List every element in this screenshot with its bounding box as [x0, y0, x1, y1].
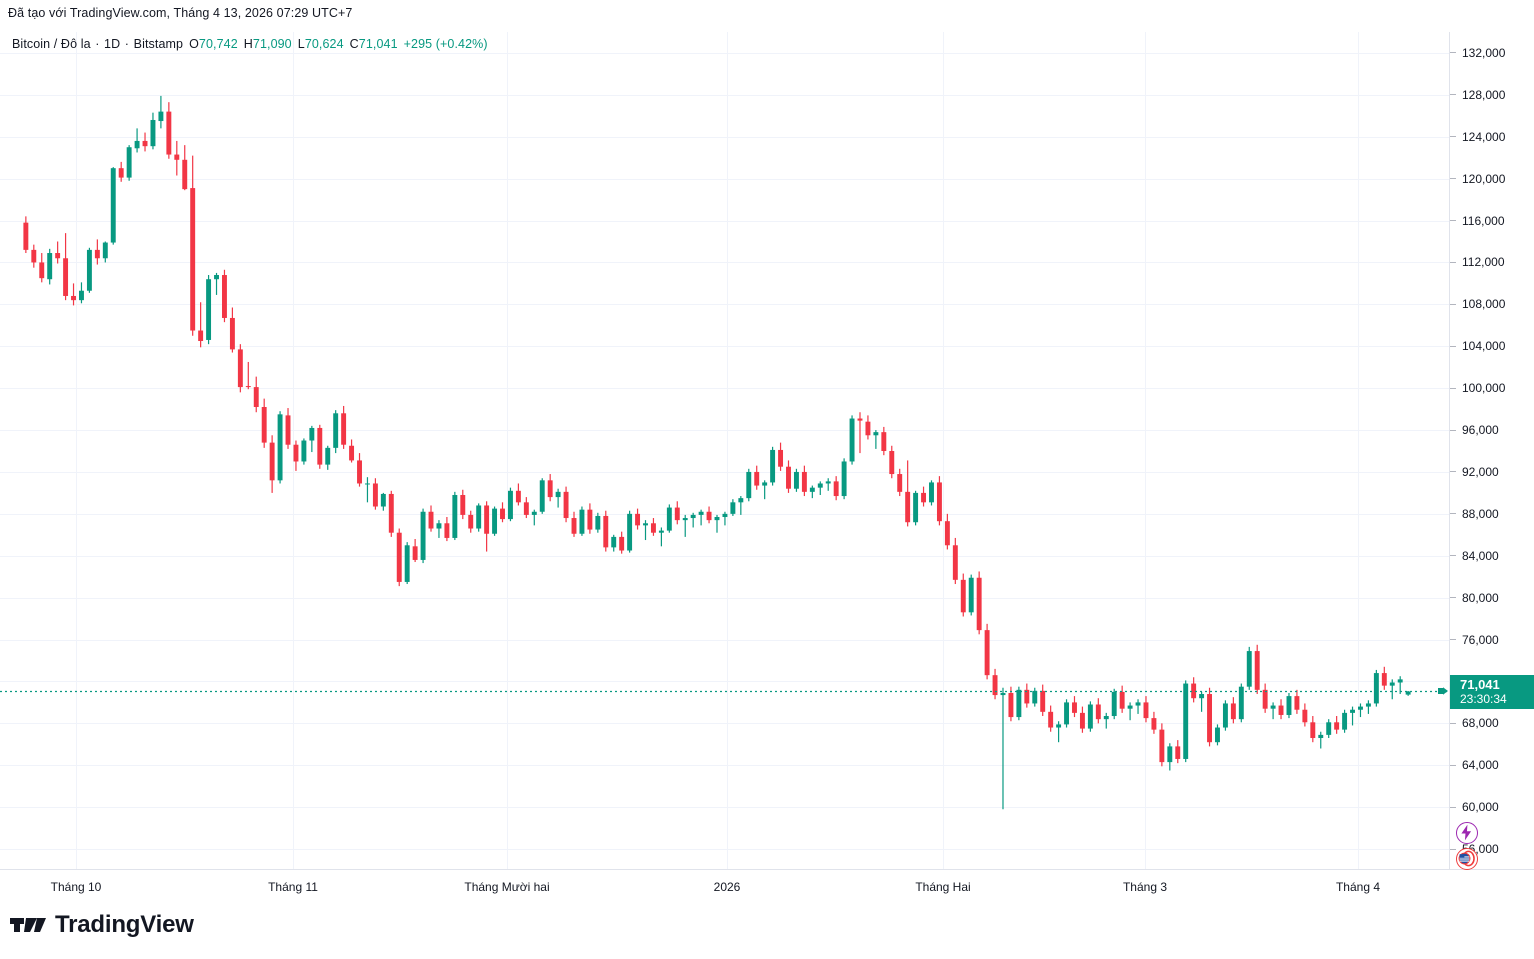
price-tick-label: 88,000	[1462, 506, 1499, 521]
time-tick-label: Tháng 10	[50, 880, 102, 894]
time-tick-label: Tháng Hai	[915, 880, 971, 894]
price-tick-dash	[1450, 261, 1456, 263]
time-tick-label: 2026	[713, 880, 741, 894]
price-tick: 68,000	[1450, 715, 1534, 731]
price-tick: 100,000	[1450, 380, 1534, 396]
lightning-bolt-glyph	[1461, 824, 1472, 841]
current-price-line	[0, 690, 1449, 693]
price-tick-label: 116,000	[1462, 213, 1505, 228]
usd-coin-icon[interactable]	[1456, 848, 1478, 870]
price-tick-dash	[1450, 136, 1456, 138]
legend-close-label: C	[349, 37, 359, 51]
price-tick-label: 108,000	[1462, 297, 1506, 312]
price-tick: 96,000	[1450, 422, 1534, 438]
bar-countdown: 23:30:34	[1460, 692, 1507, 707]
tradingview-logo-icon	[10, 918, 46, 932]
price-tick: 88,000	[1450, 506, 1534, 522]
price-tick-dash	[1450, 639, 1456, 641]
price-tick-dash	[1450, 848, 1456, 850]
legend-high-label: H	[243, 37, 253, 51]
price-tick-label: 60,000	[1462, 800, 1499, 815]
price-tick-label: 104,000	[1462, 339, 1506, 354]
price-tick-label: 112,000	[1462, 255, 1505, 270]
price-tick-label: 76,000	[1462, 632, 1499, 647]
price-tick-label: 132,000	[1462, 45, 1506, 60]
price-tick: 84,000	[1450, 548, 1534, 564]
price-tick-label: 96,000	[1462, 423, 1499, 438]
tradingview-wordmark: TradingView	[55, 911, 194, 938]
price-tick: 120,000	[1450, 171, 1534, 187]
price-tick-dash	[1450, 220, 1456, 222]
price-tick: 124,000	[1450, 129, 1534, 145]
price-tick: 92,000	[1450, 464, 1534, 480]
price-tick-label: 68,000	[1462, 716, 1499, 731]
price-tick-dash	[1450, 303, 1456, 305]
legend-low-value: 70,624	[304, 37, 344, 51]
chart-plot-area[interactable]	[0, 32, 1450, 870]
legend-low-label: L	[297, 37, 305, 51]
attribution-text: Đã tạo với TradingView.com, Tháng 4 13, …	[8, 6, 353, 20]
price-tick-dash	[1450, 178, 1456, 180]
current-price-badge: 71,041 23:30:34	[1450, 675, 1534, 710]
price-tick: 60,000	[1450, 799, 1534, 815]
price-marker-icon	[1438, 687, 1448, 696]
price-tick-dash	[1450, 722, 1456, 724]
price-tick-dash	[1450, 94, 1456, 96]
price-tick-dash	[1450, 471, 1456, 473]
price-tick-dash	[1450, 345, 1456, 347]
chart-frame: Bitcoin / Đô la · 1D · Bitstamp O70,742 H7…	[0, 32, 1534, 903]
price-tick-dash	[1450, 429, 1456, 431]
legend-interval[interactable]: 1D	[104, 37, 121, 51]
price-tick-dash	[1450, 52, 1456, 54]
legend-high-value: 71,090	[252, 37, 292, 51]
price-tick: 132,000	[1450, 45, 1534, 61]
time-tick-label: Tháng Mười hai	[464, 880, 550, 894]
legend-symbol[interactable]: Bitcoin / Đô la	[12, 37, 91, 51]
price-tick: 108,000	[1450, 296, 1534, 312]
price-scale[interactable]: 132,000 128,000 124,000 120,000 116,000 112,0…	[1438, 32, 1534, 870]
legend-change: +295 (+0.42%)	[403, 37, 488, 51]
usd-coin-glyph	[1458, 850, 1475, 867]
price-tick-dash	[1450, 387, 1456, 389]
time-scale[interactable]: Tháng 10 Tháng 11 Tháng Mười hai 2026 Tháng …	[0, 870, 1450, 903]
tradingview-footer-logo: TradingView	[10, 912, 194, 938]
price-tick-label: 80,000	[1462, 590, 1499, 605]
legend-exchange[interactable]: Bitstamp	[133, 37, 184, 51]
price-tick-dash	[1450, 513, 1456, 515]
time-tick-label: Tháng 11	[268, 880, 318, 894]
price-tick: 128,000	[1450, 87, 1534, 103]
chart-grid	[0, 32, 1449, 869]
price-tick: 76,000	[1450, 632, 1534, 648]
time-tick-label: Tháng 3	[1122, 880, 1168, 894]
legend-open-value: 70,742	[198, 37, 238, 51]
chart-legend[interactable]: Bitcoin / Đô la · 1D · Bitstamp O70,742 H7…	[12, 37, 488, 51]
price-tick-dash	[1450, 764, 1456, 766]
candlestick-series	[23, 95, 1411, 810]
price-tick: 116,000	[1450, 213, 1534, 229]
price-tick: 112,000	[1450, 254, 1534, 270]
time-tick-label: Tháng 4	[1335, 880, 1381, 894]
lightning-bolt-icon[interactable]	[1456, 822, 1478, 844]
current-price-value: 71,041	[1460, 677, 1500, 693]
price-tick-label: 100,000	[1462, 381, 1506, 396]
price-tick-dash	[1450, 555, 1456, 557]
price-tick-label: 64,000	[1462, 758, 1499, 773]
price-tick-label: 92,000	[1462, 464, 1499, 479]
price-tick: 104,000	[1450, 338, 1534, 354]
price-tick-label: 124,000	[1462, 129, 1506, 144]
price-tick: 64,000	[1450, 757, 1534, 773]
legend-close-value: 71,041	[358, 37, 398, 51]
price-tick-dash	[1450, 597, 1456, 599]
price-tick-label: 120,000	[1462, 171, 1506, 186]
price-tick-label: 84,000	[1462, 548, 1499, 563]
price-tick-label: 128,000	[1462, 87, 1506, 102]
legend-open-label: O	[189, 37, 199, 51]
price-tick-dash	[1450, 806, 1456, 808]
price-tick: 80,000	[1450, 590, 1534, 606]
